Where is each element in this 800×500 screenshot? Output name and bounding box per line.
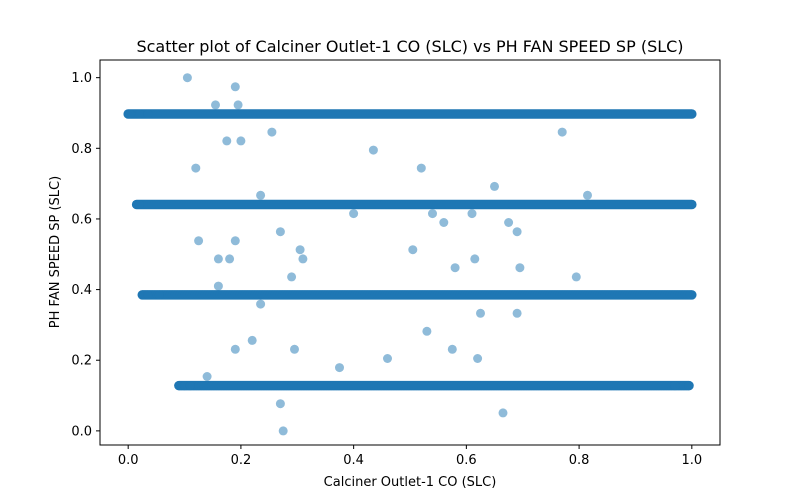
scatter-point: [504, 218, 514, 227]
scatter-band-1: [131, 199, 697, 210]
scatter-band-3: [174, 380, 694, 391]
scatter-point: [383, 354, 392, 363]
scatter-point: [512, 227, 522, 237]
scatter-point: [125, 109, 135, 119]
scatter-point: [135, 109, 144, 119]
x-tick-label: 1.0: [681, 453, 702, 468]
y-tick-label: 0.4: [71, 283, 92, 298]
scatter-point: [213, 254, 223, 264]
x-tick-label: 0.0: [118, 453, 139, 468]
scatter-point: [685, 290, 695, 300]
scatter-point: [467, 209, 477, 219]
scatter-point: [278, 426, 288, 436]
x-tick-label: 0.6: [456, 453, 477, 468]
scatter-point: [473, 354, 483, 363]
plot-points: [123, 73, 697, 436]
scatter-point: [447, 344, 457, 354]
scatter-point: [236, 136, 246, 146]
scatter-point: [687, 199, 697, 209]
scatter-point: [143, 109, 153, 119]
scatter-point: [290, 344, 299, 354]
scatter-point: [490, 181, 499, 191]
scatter-point: [211, 100, 220, 110]
scatter-point: [439, 218, 449, 227]
scatter-point: [154, 290, 164, 300]
y-axis: 0.0 0.2 0.4 0.6 0.8 1.0: [71, 71, 100, 439]
scatter-point: [498, 408, 508, 418]
y-tick-label: 0.0: [71, 424, 92, 439]
scatter-point: [247, 335, 257, 345]
y-axis-label: PH FAN SPEED SP (SLC): [48, 176, 63, 328]
scatter-point: [230, 236, 240, 246]
scatter-point: [182, 73, 192, 83]
scatter-point: [349, 209, 359, 219]
scatter-point: [135, 200, 144, 209]
scatter-point: [428, 209, 437, 219]
scatter-point: [416, 163, 426, 173]
scatter-point: [230, 82, 240, 92]
scatter-point: [571, 272, 581, 282]
scatter-point: [185, 381, 195, 391]
scatter-point: [202, 372, 212, 381]
scatter-point: [368, 145, 378, 155]
scatter-point: [256, 299, 266, 309]
scatter-point: [686, 109, 696, 119]
x-axis-label: Calciner Outlet-1 CO (SLC): [324, 475, 497, 490]
x-tick-label: 0.2: [231, 453, 252, 468]
scatter-point: [267, 127, 277, 137]
scatter-point: [213, 281, 223, 291]
scatter-point: [143, 290, 153, 300]
scatter-point: [470, 254, 480, 264]
scatter-point: [422, 326, 432, 336]
scatter-band-0: [123, 109, 697, 119]
y-tick-label: 1.0: [71, 71, 92, 86]
scatter-point: [583, 190, 592, 200]
scatter-point: [225, 254, 235, 264]
scatter-point: [275, 227, 285, 237]
x-axis: 0.0 0.2 0.4 0.6 0.8 1.0: [118, 445, 702, 468]
scatter-point: [515, 263, 525, 273]
scatter-point: [295, 245, 305, 255]
scatter-point: [408, 245, 418, 255]
x-tick-label: 0.8: [569, 453, 590, 468]
scatter-point: [476, 308, 485, 318]
y-tick-label: 0.8: [71, 142, 92, 157]
scatter-point: [222, 136, 232, 146]
scatter-point: [335, 363, 344, 373]
scatter-point: [287, 272, 297, 282]
scatter-point: [670, 381, 680, 391]
scatter-band-2: [137, 290, 697, 300]
scatter-point: [230, 344, 240, 354]
y-tick-label: 0.2: [71, 354, 92, 369]
x-tick-label: 0.4: [343, 453, 364, 468]
plot-frame: [99, 59, 721, 446]
scatter-point: [256, 190, 266, 200]
scatter-point: [194, 236, 204, 246]
scatter-point: [684, 381, 694, 391]
scatter-point: [233, 100, 243, 110]
scatter-point: [275, 399, 285, 409]
chart-title: Scatter plot of Calciner Outlet-1 CO (SL…: [136, 37, 683, 56]
scatter-point: [557, 127, 567, 137]
scatter-point: [191, 163, 201, 173]
scatter-point: [450, 263, 460, 273]
y-tick-label: 0.6: [71, 212, 92, 227]
scatter-point: [512, 308, 522, 318]
scatter-point: [298, 254, 308, 264]
